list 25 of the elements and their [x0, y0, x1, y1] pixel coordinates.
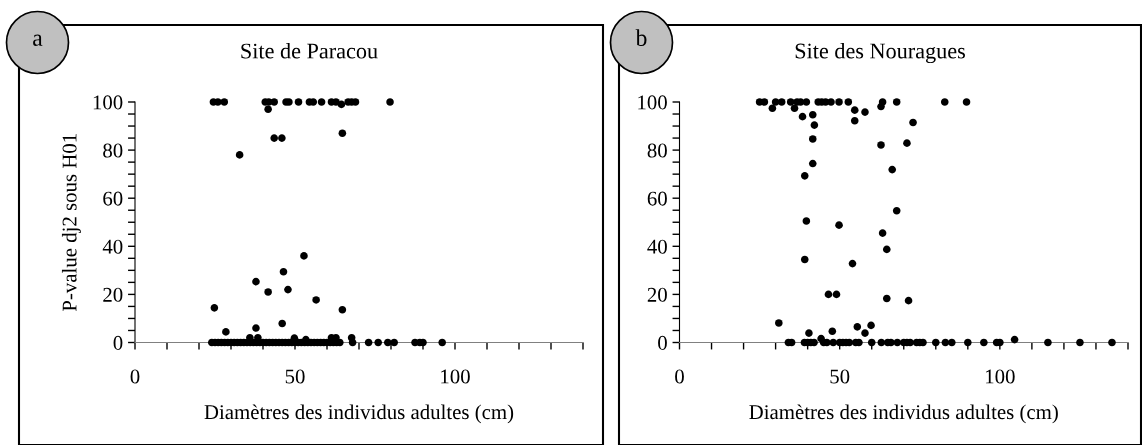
y-tick-label: 0 — [113, 335, 123, 350]
chart-title: Site de Paracou — [241, 42, 378, 59]
x-tick-label: 100 — [441, 369, 470, 384]
y-tick-label: 20 — [103, 287, 123, 302]
x-tick-label: 0 — [130, 369, 140, 384]
y-tick-label: 0 — [658, 335, 667, 350]
y-axis-title: P-value dj2 sous H01 — [61, 134, 81, 312]
x-tick-label: 0 — [675, 369, 684, 384]
y-tick-label: 20 — [647, 287, 667, 302]
y-tick-label: 60 — [647, 191, 667, 206]
x-tick-label: 50 — [830, 369, 850, 384]
y-tick-label: 40 — [647, 239, 667, 254]
text: a — [33, 34, 43, 46]
chart-title: Site des Nouragues — [795, 42, 965, 64]
y-tick-label: 80 — [647, 143, 667, 158]
x-tick-label: 50 — [285, 369, 305, 384]
x-axis-title: Diamètres des individus adultes (cm) — [749, 404, 1058, 424]
y-tick-label: 100 — [93, 95, 123, 110]
y-tick-label: 60 — [103, 191, 123, 206]
x-tick-label: 100 — [986, 369, 1015, 384]
y-tick-label: 100 — [638, 95, 667, 110]
x-axis-title: Diamètres des individus adultes (cm) — [204, 404, 514, 424]
y-tick-label: 80 — [103, 143, 123, 158]
text: b — [635, 29, 647, 46]
y-tick-label: 40 — [102, 239, 123, 254]
